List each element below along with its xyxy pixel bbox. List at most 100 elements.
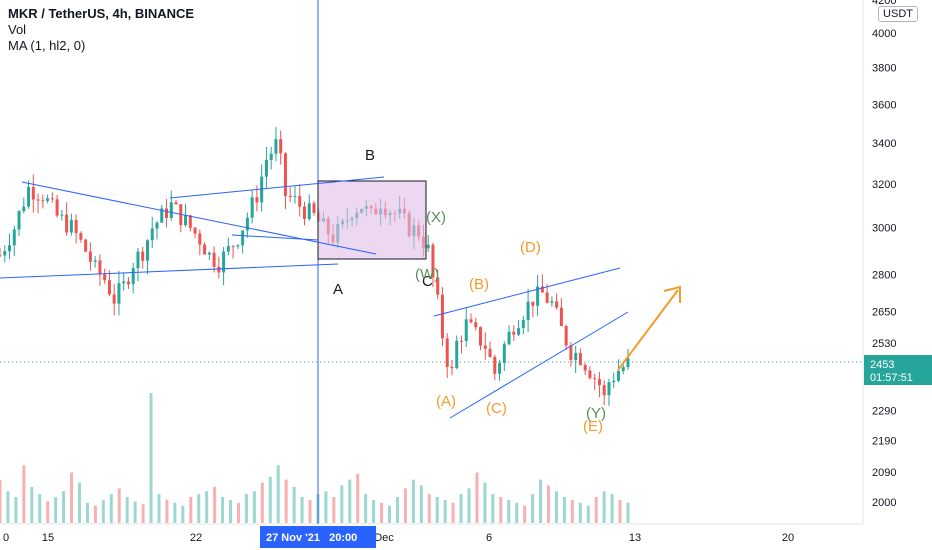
candle-body [431, 244, 435, 278]
countdown-timer: 01:57:51 [870, 372, 913, 384]
volume-bar [348, 479, 352, 523]
candle-body [507, 331, 511, 345]
volume-bar [38, 494, 42, 523]
candle-body [193, 227, 197, 234]
volume-bar [62, 491, 66, 523]
candle-body [479, 327, 483, 346]
price-axis-ticks: 4200 4000 3800 3600 3400 3200 3000 2800 2650 2530… [872, 0, 896, 509]
volume-bar [554, 491, 558, 523]
candle-body [559, 307, 563, 327]
volume-bar [372, 499, 376, 523]
wave-label-w: (W) [415, 266, 439, 283]
volume-bar [562, 497, 566, 523]
symbol-title[interactable]: MKR / TetherUS, 4h, BINANCE [8, 6, 195, 21]
volume-bar [236, 502, 240, 523]
candle-body [88, 251, 92, 262]
candle-body [436, 277, 440, 295]
price-tick-label: 2190 [872, 436, 896, 448]
candle-body [498, 363, 502, 374]
candle-body [288, 195, 292, 197]
candle-body [255, 197, 259, 203]
trendline-upper-left[interactable] [21, 181, 377, 255]
volume-bar [332, 497, 336, 523]
trendline-b-upper[interactable] [169, 176, 385, 199]
candle-body [50, 198, 54, 200]
candle-body [612, 380, 616, 383]
candle-body [264, 159, 268, 177]
candle-body [517, 328, 521, 335]
candle-body [293, 196, 297, 198]
price-tick-label: 3200 [872, 179, 896, 191]
volume-bar [340, 485, 344, 523]
wedge-upper-line[interactable] [433, 267, 621, 317]
volume-bar [586, 505, 590, 523]
crosshair-time-tag [260, 526, 376, 548]
candle-body [602, 385, 606, 396]
volume-bar [244, 494, 248, 523]
volume-bar [260, 482, 264, 523]
volume-bar [149, 393, 153, 523]
candle-body [12, 229, 16, 246]
volume-bar [229, 499, 233, 523]
candle-body [236, 245, 240, 247]
volume-bar [54, 497, 58, 523]
volume-bar [578, 502, 582, 523]
time-tick-label: Dec [374, 532, 394, 544]
candle-body [616, 371, 620, 381]
candle-body [36, 199, 40, 201]
candle-body [545, 292, 549, 303]
wave-label-a-orange: (A) [436, 393, 456, 410]
volume-bar [618, 499, 622, 523]
volume-bar [292, 486, 296, 523]
candle-body [98, 260, 102, 275]
volume-bar [213, 486, 217, 523]
volume-bar [14, 497, 18, 523]
projection-arrow[interactable] [617, 289, 679, 371]
currency-unit-badge[interactable]: USDT [878, 6, 918, 22]
time-axis-ticks: 0 15 22 Dec 6 13 20 [3, 532, 794, 544]
wave-label-a: A [333, 281, 343, 298]
wave-label-y: (Y) [586, 405, 606, 422]
volume-bar [173, 502, 177, 523]
volume-indicator-label[interactable]: Vol [8, 22, 27, 37]
candle-body [450, 366, 454, 369]
candle-body [212, 252, 216, 267]
candle-body [93, 260, 97, 262]
volume-bar [610, 494, 614, 523]
candle-body [574, 353, 578, 361]
candle-body [117, 283, 121, 304]
highlight-box[interactable] [317, 180, 427, 260]
volume-bar [499, 497, 503, 523]
candle-body [597, 379, 601, 386]
candle-body [131, 268, 135, 285]
candle-body [250, 197, 254, 218]
wave-label-x: (X) [426, 209, 446, 226]
volume-bar [356, 473, 360, 523]
volume-bars [0, 393, 630, 523]
volume-bar [403, 488, 407, 523]
candle-body [222, 251, 226, 273]
volume-bar [268, 476, 272, 523]
candle-body [550, 301, 554, 303]
wedge-lower-line[interactable] [449, 311, 629, 419]
price-tick-label: 3600 [872, 99, 896, 111]
price-tick-label: 2290 [872, 405, 896, 417]
wave-label-d-orange: (D) [520, 239, 541, 256]
volume-bar [117, 488, 121, 523]
volume-bar [22, 465, 26, 523]
volume-bar [125, 497, 129, 523]
price-tick-label: 2650 [872, 307, 896, 319]
trendline-lower-left[interactable] [0, 263, 339, 279]
volume-bar [380, 502, 384, 523]
candle-body [122, 281, 126, 284]
candle-body [79, 233, 83, 240]
ma-indicator-label[interactable]: MA (1, hl2, 0) [8, 38, 86, 53]
volume-bar [523, 505, 527, 523]
candle-body [150, 228, 154, 241]
candle-body [165, 208, 169, 218]
volume-bar [300, 497, 304, 523]
candles [0, 126, 630, 406]
trendline-mid[interactable] [231, 234, 319, 241]
candle-body [526, 301, 530, 320]
